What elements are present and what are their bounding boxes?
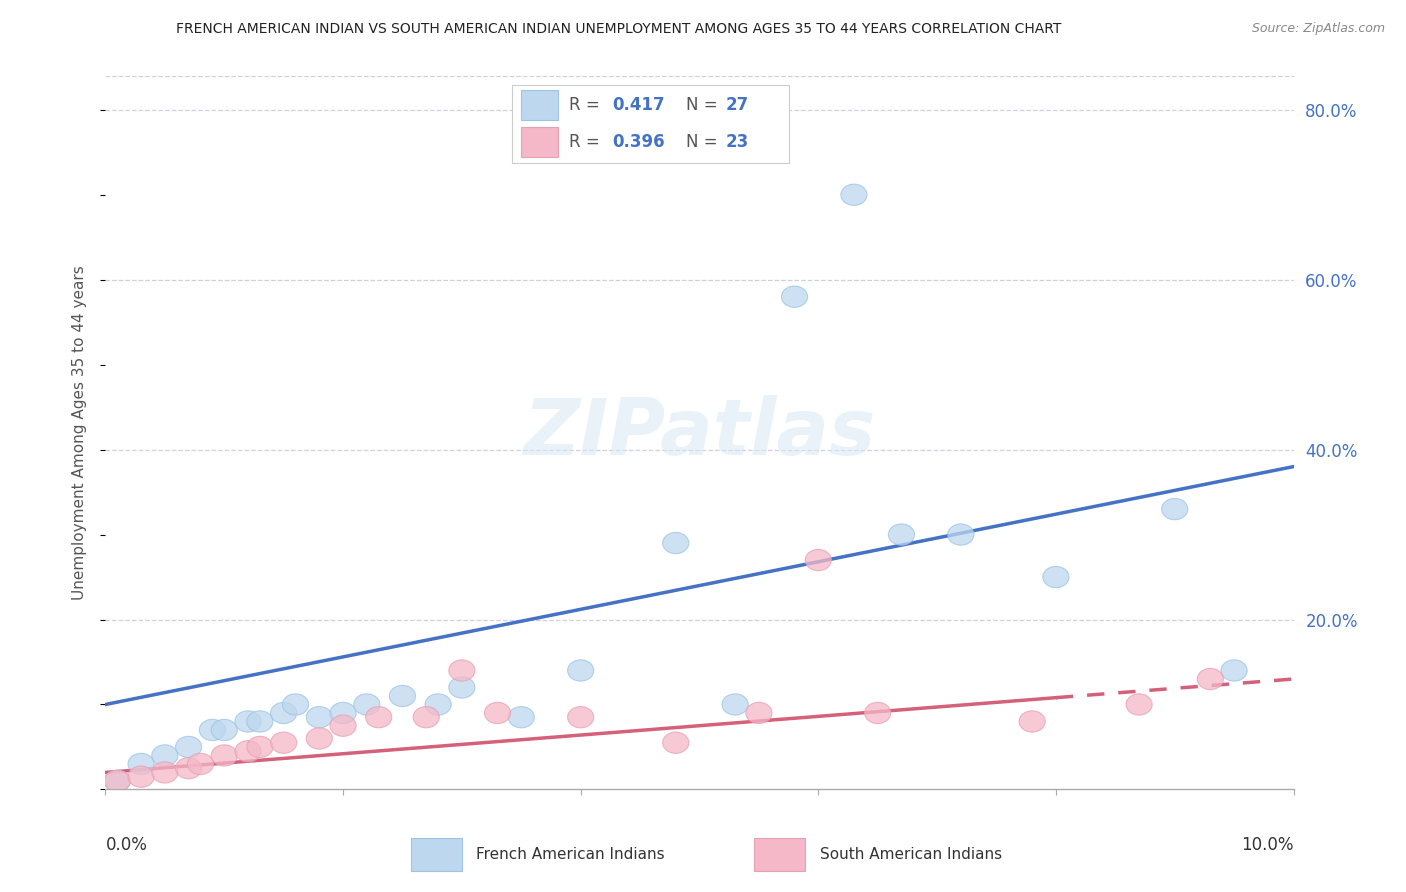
Ellipse shape: [745, 702, 772, 723]
Text: French American Indians: French American Indians: [477, 847, 665, 862]
Ellipse shape: [235, 740, 262, 762]
Ellipse shape: [425, 694, 451, 715]
Ellipse shape: [330, 702, 356, 723]
Ellipse shape: [270, 702, 297, 723]
Ellipse shape: [235, 711, 262, 732]
Text: N =: N =: [686, 133, 723, 151]
Text: N =: N =: [686, 96, 723, 114]
Bar: [411, 838, 461, 871]
Ellipse shape: [1043, 566, 1069, 588]
Text: 0.396: 0.396: [612, 133, 665, 151]
Text: 27: 27: [725, 96, 749, 114]
Ellipse shape: [389, 685, 416, 706]
Ellipse shape: [187, 754, 214, 774]
Ellipse shape: [176, 736, 201, 757]
Ellipse shape: [200, 719, 225, 740]
Ellipse shape: [723, 694, 748, 715]
Text: 0.417: 0.417: [612, 96, 665, 114]
Ellipse shape: [366, 706, 392, 728]
Ellipse shape: [1198, 668, 1223, 690]
Ellipse shape: [152, 762, 179, 783]
Text: South American Indians: South American Indians: [820, 847, 1002, 862]
Ellipse shape: [1161, 499, 1188, 520]
Text: R =: R =: [569, 96, 605, 114]
Ellipse shape: [568, 660, 593, 681]
Text: ZIPatlas: ZIPatlas: [523, 394, 876, 471]
Ellipse shape: [806, 549, 831, 571]
Bar: [520, 128, 558, 157]
Ellipse shape: [354, 694, 380, 715]
Ellipse shape: [889, 524, 914, 545]
Ellipse shape: [283, 694, 308, 715]
Y-axis label: Unemployment Among Ages 35 to 44 years: Unemployment Among Ages 35 to 44 years: [72, 265, 87, 600]
Text: 10.0%: 10.0%: [1241, 836, 1294, 855]
Bar: [520, 90, 558, 120]
Ellipse shape: [662, 533, 689, 554]
Ellipse shape: [841, 184, 868, 205]
Ellipse shape: [104, 771, 131, 791]
Text: 23: 23: [725, 133, 749, 151]
Text: FRENCH AMERICAN INDIAN VS SOUTH AMERICAN INDIAN UNEMPLOYMENT AMONG AGES 35 TO 44: FRENCH AMERICAN INDIAN VS SOUTH AMERICAN…: [176, 22, 1062, 37]
Ellipse shape: [449, 660, 475, 681]
Ellipse shape: [508, 706, 534, 728]
Ellipse shape: [247, 711, 273, 732]
Ellipse shape: [128, 754, 155, 774]
Bar: [754, 838, 806, 871]
Ellipse shape: [662, 732, 689, 754]
Ellipse shape: [104, 771, 131, 791]
Ellipse shape: [211, 745, 238, 766]
Ellipse shape: [128, 766, 155, 788]
Ellipse shape: [485, 702, 510, 723]
Text: Source: ZipAtlas.com: Source: ZipAtlas.com: [1251, 22, 1385, 36]
Ellipse shape: [330, 715, 356, 736]
Ellipse shape: [568, 706, 593, 728]
Ellipse shape: [270, 732, 297, 754]
Ellipse shape: [176, 757, 201, 779]
FancyBboxPatch shape: [512, 85, 789, 163]
Ellipse shape: [1126, 694, 1152, 715]
Ellipse shape: [1019, 711, 1045, 732]
Ellipse shape: [413, 706, 439, 728]
Text: 0.0%: 0.0%: [105, 836, 148, 855]
Ellipse shape: [211, 719, 238, 740]
Ellipse shape: [449, 677, 475, 698]
Ellipse shape: [865, 702, 891, 723]
Ellipse shape: [1220, 660, 1247, 681]
Ellipse shape: [948, 524, 974, 545]
Ellipse shape: [782, 286, 807, 308]
Text: R =: R =: [569, 133, 605, 151]
Ellipse shape: [307, 706, 332, 728]
Ellipse shape: [152, 745, 179, 766]
Ellipse shape: [247, 736, 273, 757]
Ellipse shape: [307, 728, 332, 749]
